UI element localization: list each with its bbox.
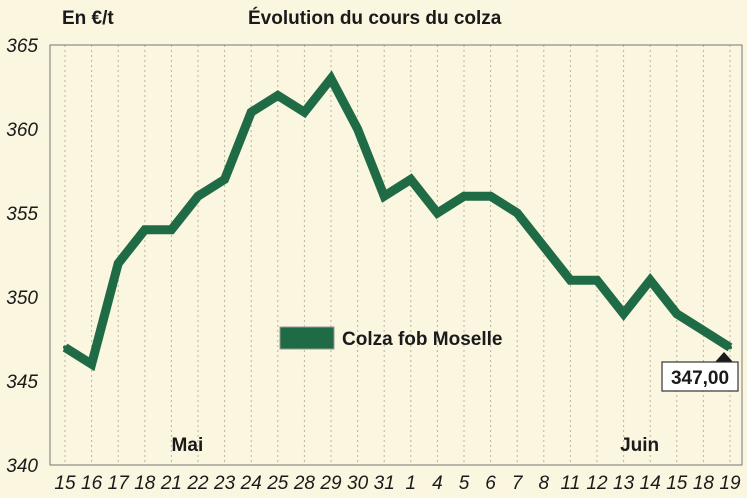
x-tick-label: 19 bbox=[719, 473, 741, 494]
x-tick-label: 22 bbox=[186, 473, 209, 494]
series-line-colza-fob-moselle bbox=[62, 70, 733, 372]
grid-lines bbox=[64, 45, 731, 465]
x-tick-label: 28 bbox=[293, 473, 316, 494]
data-point bbox=[89, 362, 94, 367]
chart-title: Évolution du cours du colza bbox=[248, 7, 502, 29]
month-label: Juin bbox=[620, 435, 659, 456]
month-label: Mai bbox=[172, 435, 204, 456]
series-points bbox=[63, 76, 732, 367]
legend-swatch bbox=[279, 326, 335, 350]
legend: Colza fob Moselle bbox=[279, 326, 502, 350]
data-point bbox=[728, 345, 732, 350]
data-point bbox=[674, 311, 679, 316]
data-point bbox=[435, 211, 440, 215]
x-tick-label: 4 bbox=[432, 473, 443, 494]
x-tick-label: 21 bbox=[160, 473, 182, 494]
y-tick-label: 360 bbox=[6, 120, 38, 141]
x-tick-label: 31 bbox=[374, 473, 395, 494]
x-tick-label: 15 bbox=[54, 473, 76, 494]
x-tick-label: 1 bbox=[406, 473, 417, 494]
y-tick-label: 345 bbox=[6, 372, 38, 393]
x-tick-label: 29 bbox=[319, 473, 342, 494]
x-tick-label: 5 bbox=[459, 473, 470, 494]
y-tick-labels: 340 345 350 355 360 365 bbox=[6, 36, 38, 477]
data-point bbox=[382, 194, 387, 199]
x-tick-label: 18 bbox=[134, 473, 156, 494]
data-point bbox=[142, 227, 147, 232]
data-point bbox=[595, 278, 599, 283]
data-point bbox=[648, 278, 653, 283]
x-tick-labels: 15 16 17 18 21 22 23 24 25 28 29 30 31 1 4 5 6 7 8 11 12 13 14… bbox=[54, 473, 741, 494]
y-tick-label: 340 bbox=[6, 456, 38, 477]
data-point bbox=[302, 110, 307, 115]
data-point bbox=[701, 328, 706, 333]
data-point bbox=[355, 127, 360, 131]
x-tick-label: 16 bbox=[81, 473, 103, 494]
last-value-callout: 347,00 bbox=[661, 352, 739, 392]
x-tick-label: 24 bbox=[240, 473, 262, 494]
data-point bbox=[488, 194, 493, 199]
y-tick-label: 355 bbox=[6, 204, 38, 225]
callout-pointer bbox=[715, 352, 733, 362]
plot-frame bbox=[49, 44, 743, 466]
data-point bbox=[568, 278, 573, 283]
x-tick-label: 6 bbox=[485, 473, 496, 494]
callout-box bbox=[661, 361, 739, 392]
data-point bbox=[116, 261, 121, 266]
x-tick-label: 18 bbox=[693, 473, 715, 494]
x-tick-label: 12 bbox=[586, 473, 608, 494]
data-point bbox=[329, 76, 333, 81]
x-tick-label: 30 bbox=[347, 473, 369, 494]
data-point bbox=[63, 345, 67, 350]
data-point bbox=[196, 194, 200, 199]
x-tick-label: 15 bbox=[666, 473, 688, 494]
data-point bbox=[249, 110, 254, 115]
data-point bbox=[222, 177, 227, 182]
month-labels: Mai Juin bbox=[172, 435, 660, 456]
y-tick-label: 365 bbox=[6, 36, 38, 57]
data-point bbox=[408, 177, 413, 182]
data-point bbox=[541, 244, 546, 249]
legend-label: Colza fob Moselle bbox=[342, 329, 502, 350]
x-tick-label: 11 bbox=[561, 473, 581, 494]
x-tick-label: 25 bbox=[266, 473, 289, 494]
x-tick-label: 7 bbox=[512, 473, 524, 494]
y-axis-unit: En €/t bbox=[62, 8, 114, 29]
x-tick-label: 17 bbox=[108, 473, 131, 494]
data-point bbox=[515, 211, 520, 215]
callout-value: 347,00 bbox=[671, 368, 729, 389]
y-tick-label: 350 bbox=[6, 288, 38, 309]
x-tick-label: 23 bbox=[213, 473, 236, 494]
data-point bbox=[462, 194, 466, 199]
x-tick-label: 14 bbox=[640, 473, 661, 494]
x-tick-label: 8 bbox=[539, 473, 550, 494]
x-tick-label: 13 bbox=[613, 473, 635, 494]
data-point bbox=[275, 93, 280, 98]
data-point bbox=[621, 311, 626, 316]
data-point bbox=[169, 227, 174, 232]
